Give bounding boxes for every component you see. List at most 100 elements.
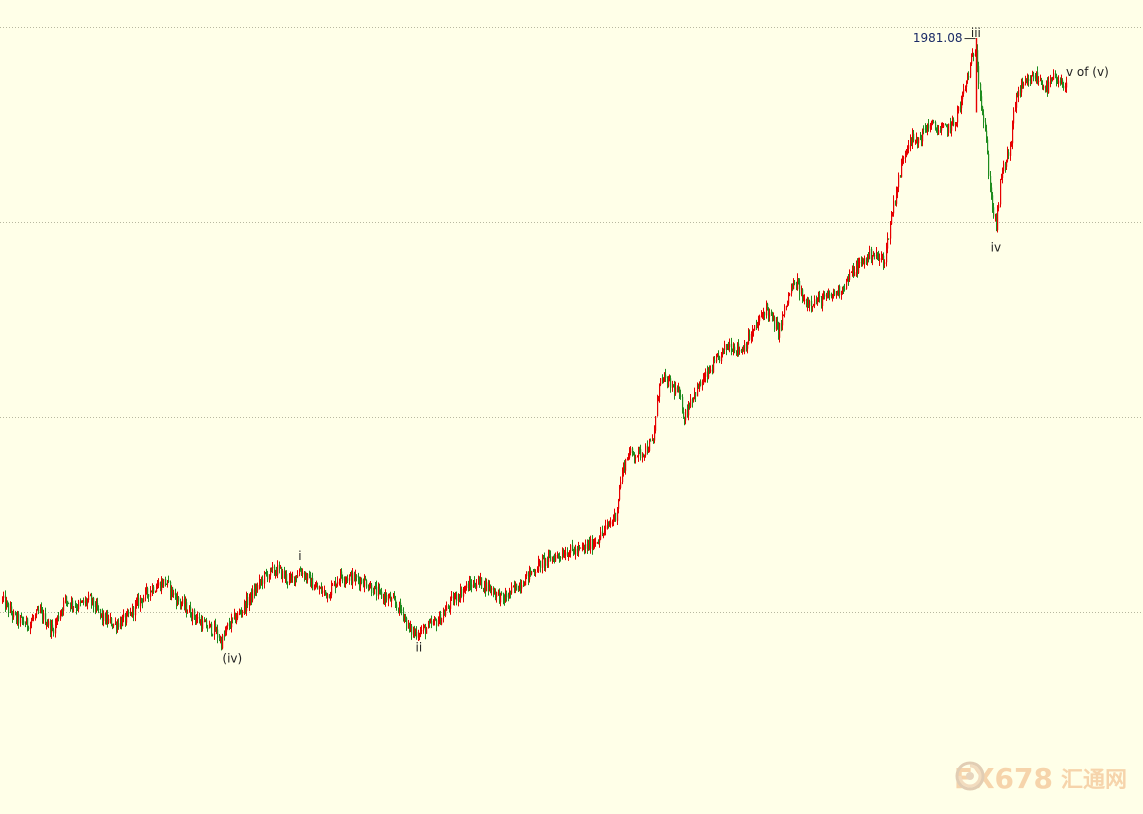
candle-body [519, 583, 521, 592]
candle-body [481, 577, 483, 589]
candle-body [485, 581, 487, 592]
candle-body [32, 618, 34, 621]
candle-body [625, 459, 627, 471]
candle-body [721, 352, 723, 362]
candle [391, 596, 393, 608]
candle [947, 124, 949, 137]
candle [201, 614, 203, 632]
candle [1065, 82, 1067, 93]
candle-body [950, 123, 952, 131]
candle [70, 602, 72, 612]
candle-body [365, 578, 367, 581]
candle-body [444, 613, 446, 616]
candle [270, 567, 272, 580]
candle [150, 586, 152, 601]
candle-body [693, 397, 695, 402]
candle-body [738, 343, 740, 352]
candle-body [1017, 92, 1019, 96]
candle [195, 614, 197, 626]
candle-body [712, 369, 714, 373]
candle-body [804, 299, 806, 301]
candle-body [874, 255, 876, 257]
candle [212, 633, 214, 637]
candle [210, 623, 212, 628]
candle-body [98, 608, 100, 610]
candle [90, 593, 92, 597]
candle-body [383, 595, 385, 599]
candle-body [614, 512, 616, 520]
candle-body [890, 224, 892, 239]
candle-body [935, 122, 937, 128]
candle-body [897, 187, 899, 193]
candle-body [314, 588, 316, 591]
candle [275, 569, 277, 579]
candle [638, 446, 640, 462]
candle-body [494, 591, 496, 595]
candle-body [685, 409, 687, 421]
candle-body [702, 383, 704, 386]
candle [891, 210, 893, 226]
candle [499, 588, 501, 604]
candle-body [981, 96, 983, 107]
candle-body [697, 385, 699, 397]
candle-body [47, 624, 49, 626]
candle-body [662, 378, 664, 380]
candle [349, 574, 351, 585]
candle [535, 569, 537, 577]
candle-body [102, 613, 104, 621]
candle-body [332, 584, 334, 586]
candle [743, 345, 745, 352]
candle-body [643, 454, 645, 456]
candle-body [669, 378, 671, 380]
candle-body [245, 602, 247, 611]
candle [85, 596, 87, 607]
candle [896, 186, 898, 207]
candle [66, 595, 68, 607]
candle-body [766, 303, 768, 316]
candle [525, 574, 527, 586]
candle [289, 573, 291, 586]
candle [812, 305, 814, 312]
candle [942, 122, 944, 129]
candle-body [369, 587, 371, 589]
watermark: FX678 汇通网 [954, 760, 1127, 796]
candle-body [695, 392, 697, 397]
candle-body [326, 592, 328, 598]
candle-body [829, 293, 831, 297]
candle [1062, 78, 1064, 88]
candle-body [1055, 73, 1057, 77]
candle [475, 583, 477, 589]
candle-body [563, 553, 565, 558]
candle [574, 546, 576, 555]
candle [113, 623, 115, 629]
candle-body [624, 464, 626, 471]
candle-body [224, 635, 226, 637]
candle-body [56, 621, 58, 623]
candle-body [310, 574, 312, 587]
candle-body [570, 545, 572, 553]
candle-body [737, 343, 739, 353]
candle [418, 629, 420, 642]
candle-body [1022, 83, 1024, 86]
candle-body [663, 377, 665, 379]
candle [290, 571, 292, 584]
candle [763, 307, 765, 321]
candle-body [1066, 82, 1068, 88]
candle-body [688, 406, 690, 416]
candle-body [524, 585, 526, 587]
candle-body [10, 606, 12, 613]
candle [846, 278, 848, 290]
candle [304, 571, 306, 582]
candle-body [873, 255, 875, 257]
candle [505, 587, 507, 603]
candle-body [854, 272, 856, 276]
candle-body [757, 325, 759, 327]
candle-body [1047, 81, 1049, 94]
candle [1050, 74, 1052, 88]
candle [992, 191, 994, 213]
candle-body [364, 578, 366, 587]
candle [38, 605, 40, 615]
candle-body [127, 612, 129, 614]
candle-body [235, 613, 237, 623]
candle [633, 451, 635, 456]
